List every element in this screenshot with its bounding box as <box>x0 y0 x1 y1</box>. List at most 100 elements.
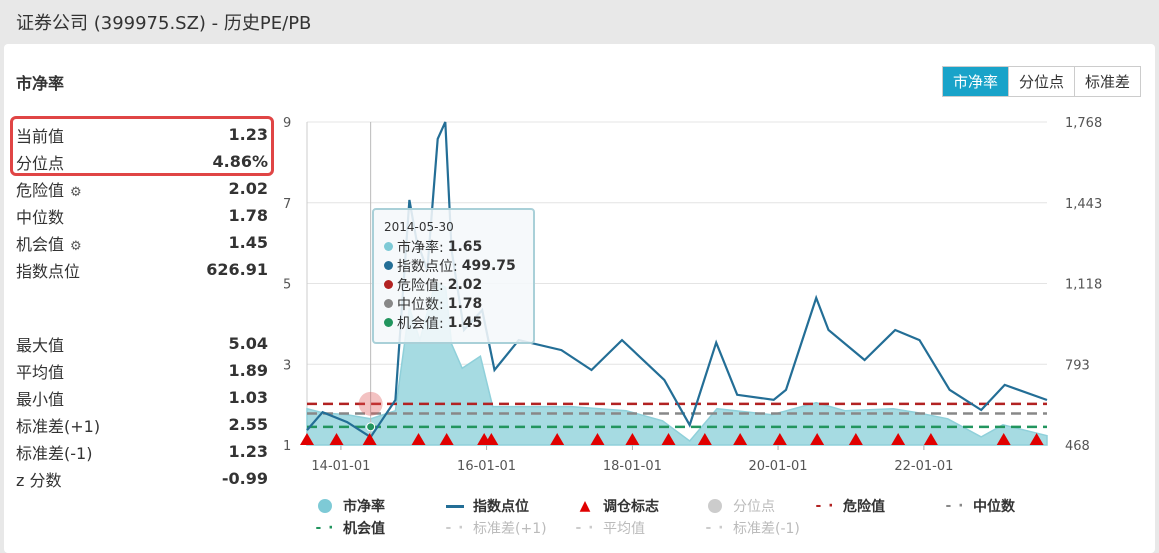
pb-panel: 市净率 市净率 分位点 标准差 当前值 1.23 分位点 4.86% 危险值 ⚙ 2.02 中… <box>4 44 1155 553</box>
legend-item[interactable]: 市净率 <box>315 496 385 516</box>
rebalance-marker <box>362 433 377 445</box>
rebalance-marker <box>810 433 825 445</box>
y-left-tick: 3 <box>283 358 291 373</box>
stat-label: 指数点位 <box>16 261 81 281</box>
legend-dash-icon: - · <box>945 498 965 514</box>
view-tabs: 市净率 分位点 标准差 <box>941 66 1141 97</box>
tooltip-label: 危险值: <box>397 277 444 294</box>
stat-row: 最大值 5.04 <box>16 330 268 357</box>
x-tick: 20-01-01 <box>749 459 808 474</box>
series-dot-icon <box>384 318 393 327</box>
x-tick: 14-01-01 <box>311 459 370 474</box>
legend-label: 市净率 <box>343 499 385 515</box>
legend-item[interactable]: - · 中位数 <box>945 496 1015 516</box>
stat-row: z 分数 -0.99 <box>16 465 268 492</box>
y-right-tick: 1,443 <box>1065 197 1102 212</box>
legend-item[interactable]: - · 标准差(+1) <box>445 518 547 538</box>
stat-value: 1.45 <box>228 233 268 252</box>
rebalance-marker <box>590 433 605 445</box>
stat-row: 标准差(-1) 1.23 <box>16 438 268 465</box>
legend-dash-icon: - · <box>815 498 835 514</box>
tooltip-value: 1.65 <box>447 238 483 255</box>
stat-row: 中位数 1.78 <box>16 202 268 229</box>
tab-percentile[interactable]: 分位点 <box>1007 67 1074 96</box>
x-tick: 16-01-01 <box>457 459 516 474</box>
legend-item[interactable]: - · 危险值 <box>815 496 885 516</box>
stat-row: 机会值 ⚙ 1.45 <box>16 229 268 256</box>
tooltip-row: 机会值: 1.45 <box>384 313 523 332</box>
tooltip-row: 危险值: 2.02 <box>384 275 523 294</box>
tab-pb[interactable]: 市净率 <box>942 67 1008 96</box>
legend-item[interactable]: - · 平均值 <box>575 518 645 538</box>
stat-label: 最大值 <box>16 335 65 355</box>
legend-label: 机会值 <box>343 521 385 537</box>
legend-dot-icon <box>705 499 725 513</box>
stat-value: -0.99 <box>221 469 268 488</box>
stat-value: 2.02 <box>228 179 268 198</box>
legend-dash-icon: - · <box>705 520 725 536</box>
series-dot-icon <box>384 261 393 270</box>
y-left-tick: 9 <box>283 116 291 131</box>
stat-row: 分位点 4.86% <box>16 148 268 175</box>
rebalance-marker <box>891 433 906 445</box>
tooltip-row: 中位数: 1.78 <box>384 294 523 313</box>
series-dot-icon <box>384 280 393 289</box>
stat-value: 5.04 <box>228 334 268 353</box>
rebalance-marker <box>484 433 499 445</box>
legend-label: 指数点位 <box>473 499 529 515</box>
legend-label: 分位点 <box>733 499 775 515</box>
rebalance-marker <box>411 433 426 445</box>
cursor-highlight <box>358 391 383 416</box>
legend-item[interactable]: ▲ 调仓标志 <box>575 496 659 516</box>
section-title: 市净率 <box>16 74 65 93</box>
rebalance-marker <box>733 433 748 445</box>
legend-item[interactable]: 分位点 <box>705 496 775 516</box>
stat-value: 1.23 <box>228 442 268 461</box>
legend-dash-icon: - · <box>445 520 465 536</box>
tab-stddev[interactable]: 标准差 <box>1073 67 1140 96</box>
y-left-tick: 1 <box>283 439 291 454</box>
legend-label: 中位数 <box>973 499 1015 515</box>
tooltip-label: 市净率: <box>397 239 444 256</box>
y-right-tick: 468 <box>1065 439 1090 454</box>
x-tick: 18-01-01 <box>603 459 662 474</box>
cursor-point <box>366 422 376 432</box>
rebalance-marker <box>1029 433 1044 445</box>
highlight-box <box>10 116 274 176</box>
y-right-tick: 1,768 <box>1065 116 1102 131</box>
rebalance-marker <box>848 433 863 445</box>
stat-label: 最小值 <box>16 389 65 409</box>
gear-icon[interactable]: ⚙ <box>70 238 82 254</box>
tooltip-value: 1.78 <box>447 295 483 312</box>
stat-value: 1.89 <box>228 361 268 380</box>
legend-label: 标准差(+1) <box>473 521 547 537</box>
window-title: 证券公司 (399975.SZ) - 历史PE/PB <box>0 0 1159 42</box>
gear-icon[interactable]: ⚙ <box>70 184 82 200</box>
rebalance-marker <box>923 433 938 445</box>
legend-label: 调仓标志 <box>603 499 659 515</box>
tooltip-value: 2.02 <box>447 276 483 293</box>
rebalance-marker <box>661 433 676 445</box>
y-left-tick: 5 <box>283 278 291 293</box>
legend-label: 标准差(-1) <box>733 521 800 537</box>
legend-item[interactable]: 指数点位 <box>445 496 529 516</box>
series-dot-icon <box>384 242 393 251</box>
stat-label: 平均值 <box>16 362 65 382</box>
rebalance-marker <box>625 433 640 445</box>
x-tick: 22-01-01 <box>894 459 953 474</box>
legend-item[interactable]: - · 机会值 <box>315 518 385 538</box>
stat-row: 最小值 1.03 <box>16 384 268 411</box>
stat-row: 指数点位 626.91 <box>16 256 268 283</box>
tooltip-label: 中位数: <box>397 296 444 313</box>
tooltip-date: 2014-05-30 <box>384 220 454 234</box>
stat-label: 当前值 <box>16 126 65 146</box>
tooltip-row: 指数点位: 499.75 <box>384 256 523 275</box>
stats-current: 当前值 1.23 分位点 4.86% 危险值 ⚙ 2.02 中位数 1.78 机会值 ⚙ 1.45 指数… <box>16 121 268 283</box>
rebalance-marker <box>300 433 314 445</box>
legend-item[interactable]: - · 标准差(-1) <box>705 518 800 538</box>
y-right-tick: 1,118 <box>1065 278 1102 293</box>
stat-label: 中位数 <box>16 207 65 227</box>
rebalance-marker <box>772 433 787 445</box>
stat-label: 机会值 ⚙ <box>16 234 82 254</box>
